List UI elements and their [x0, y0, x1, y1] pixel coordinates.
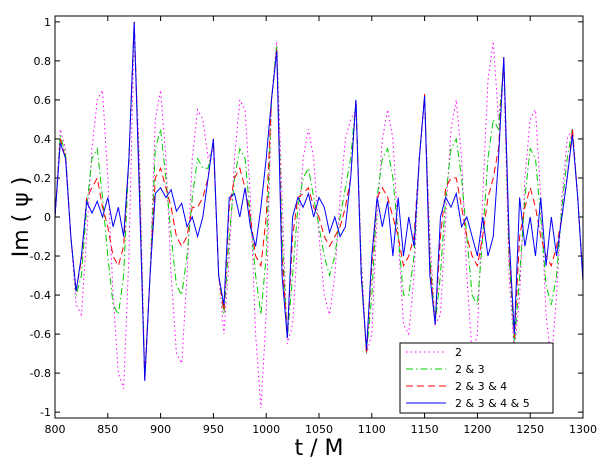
x-axis-label: t / M: [294, 436, 343, 461]
y-tick-label: 0: [44, 211, 51, 224]
y-tick-label: -0.8: [30, 367, 51, 380]
legend-label: 2: [455, 346, 462, 359]
legend-box: [399, 342, 554, 414]
series-line: [55, 31, 583, 409]
series-line: [55, 21, 583, 381]
x-tick-label: 1300: [569, 423, 597, 436]
plot-frame: [54, 15, 584, 419]
y-tick-label: 0.8: [34, 55, 52, 68]
legend-label: 2 & 3 & 4 & 5: [455, 397, 530, 410]
y-tick-label: 1: [44, 16, 51, 29]
legend-label: 2 & 3 & 4: [455, 380, 507, 393]
y-tick-label: 0.4: [34, 133, 52, 146]
y-axis-label: Im ( ψ ): [9, 177, 34, 258]
series-line: [55, 21, 583, 381]
x-tick-label: 1200: [463, 423, 491, 436]
x-tick-label: 950: [203, 423, 224, 436]
x-tick-label: 1250: [516, 423, 544, 436]
y-tick-label: -0.2: [30, 250, 51, 263]
x-tick-label: 800: [45, 423, 66, 436]
x-tick-label: 1100: [358, 423, 386, 436]
y-tick-label: 0.2: [34, 172, 52, 185]
x-tick-label: 1050: [305, 423, 333, 436]
y-tick-label: -0.6: [30, 328, 51, 341]
x-tick-label: 1150: [411, 423, 439, 436]
x-tick-label: 850: [97, 423, 118, 436]
x-tick-label: 900: [150, 423, 171, 436]
y-tick-label: -1: [40, 406, 51, 419]
legend-label: 2 & 3: [455, 363, 485, 376]
y-tick-label: 0.6: [34, 94, 52, 107]
y-tick-label: -0.4: [30, 289, 51, 302]
x-tick-label: 1000: [252, 423, 280, 436]
